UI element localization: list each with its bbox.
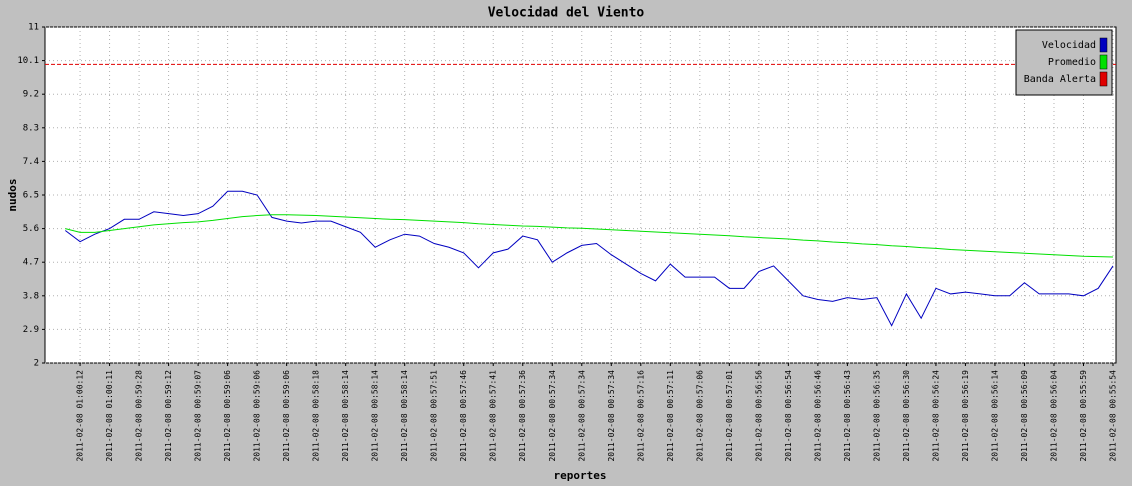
x-axis-title: reportes [554, 469, 607, 482]
x-tick-label: 2011-02-08 00:56:14 [990, 370, 999, 462]
x-tick-label: 2011-02-08 00:56:19 [961, 370, 970, 462]
y-tick-label: 7.4 [23, 157, 39, 167]
x-tick-label: 2011-02-08 00:57:01 [725, 370, 734, 462]
x-tick-label: 2011-02-08 00:57:41 [489, 370, 498, 462]
legend-box [1015, 29, 1113, 96]
x-tick-label: 2011-02-08 00:58:14 [341, 370, 350, 462]
y-tick-label: 6.5 [23, 191, 39, 201]
y-tick-label: 3.8 [23, 291, 39, 301]
series-line [65, 214, 1114, 258]
x-tick-label: 2011-02-08 00:56:54 [784, 370, 793, 462]
x-tick-label: 2011-02-08 00:57:16 [636, 370, 645, 462]
y-tick-label: 2.9 [23, 325, 39, 335]
x-tick-label: 2011-02-08 00:58:14 [400, 370, 409, 462]
x-tick-label: 2011-02-08 00:57:34 [607, 370, 616, 462]
x-tick-label: 2011-02-08 00:57:34 [548, 370, 557, 462]
x-tick-label: 2011-02-08 00:58:18 [312, 370, 321, 462]
y-tick-label: 8.3 [23, 123, 39, 133]
y-tick-label: 2 [34, 359, 39, 369]
chart-title: Velocidad del Viento [488, 6, 645, 21]
legend-label: Velocidad [1042, 40, 1096, 51]
x-tick-label: 2011-02-08 00:59:06 [223, 370, 232, 462]
x-tick-label: 2011-02-08 00:57:46 [459, 370, 468, 462]
x-tick-label: 2011-02-08 00:59:06 [282, 370, 291, 462]
x-tick-label: 2011-02-08 00:57:51 [430, 370, 439, 462]
x-tick-label: 2011-02-08 00:57:34 [577, 370, 586, 462]
x-tick-label: 2011-02-08 00:57:06 [695, 370, 704, 462]
legend-label: Promedio [1048, 57, 1096, 68]
x-tick-label: 2011-02-08 00:59:28 [135, 370, 144, 462]
x-tick-label: 2011-02-08 00:56:43 [843, 370, 852, 462]
x-tick-label: 2011-02-08 00:56:09 [1020, 370, 1029, 462]
x-tick-label: 2011-02-08 01:00:12 [76, 370, 85, 462]
x-tick-label: 2011-02-08 00:56:56 [754, 370, 763, 462]
x-tick-label: 2011-02-08 00:57:11 [666, 370, 675, 462]
y-tick-label: 4.7 [23, 258, 39, 268]
x-tick-label: 2011-02-08 00:56:35 [872, 370, 881, 462]
legend-label: Banda Alerta [1024, 74, 1096, 85]
y-tick-label: 9.2 [23, 90, 39, 100]
x-tick-label: 2011-02-08 00:56:24 [931, 370, 940, 462]
x-tick-label: 2011-02-08 00:55:59 [1079, 370, 1088, 462]
x-tick-label: 2011-02-08 00:56:04 [1049, 370, 1058, 462]
x-tick-label: 2011-02-08 00:55:54 [1109, 370, 1118, 462]
legend-swatch [1099, 54, 1108, 70]
series-line [64, 190, 1114, 327]
y-axis-title: nudos [6, 178, 19, 211]
x-tick-label: 2011-02-08 01:00:11 [105, 370, 114, 462]
y-tick-label: 11 [28, 23, 39, 33]
x-tick-label: 2011-02-08 00:56:46 [813, 370, 822, 462]
x-tick-label: 2011-02-08 00:59:06 [253, 370, 262, 462]
legend-swatch [1099, 37, 1108, 53]
legend-swatch [1099, 71, 1108, 87]
x-tick-label: 2011-02-08 00:58:14 [371, 370, 380, 462]
x-tick-label: 2011-02-08 00:59:07 [194, 370, 203, 462]
x-tick-label: 2011-02-08 00:57:36 [518, 370, 527, 462]
x-tick-label: 2011-02-08 00:59:12 [164, 370, 173, 462]
x-tick-label: 2011-02-08 00:56:30 [902, 370, 911, 462]
y-tick-label: 10.1 [17, 56, 39, 66]
y-tick-label: 5.6 [23, 224, 39, 234]
